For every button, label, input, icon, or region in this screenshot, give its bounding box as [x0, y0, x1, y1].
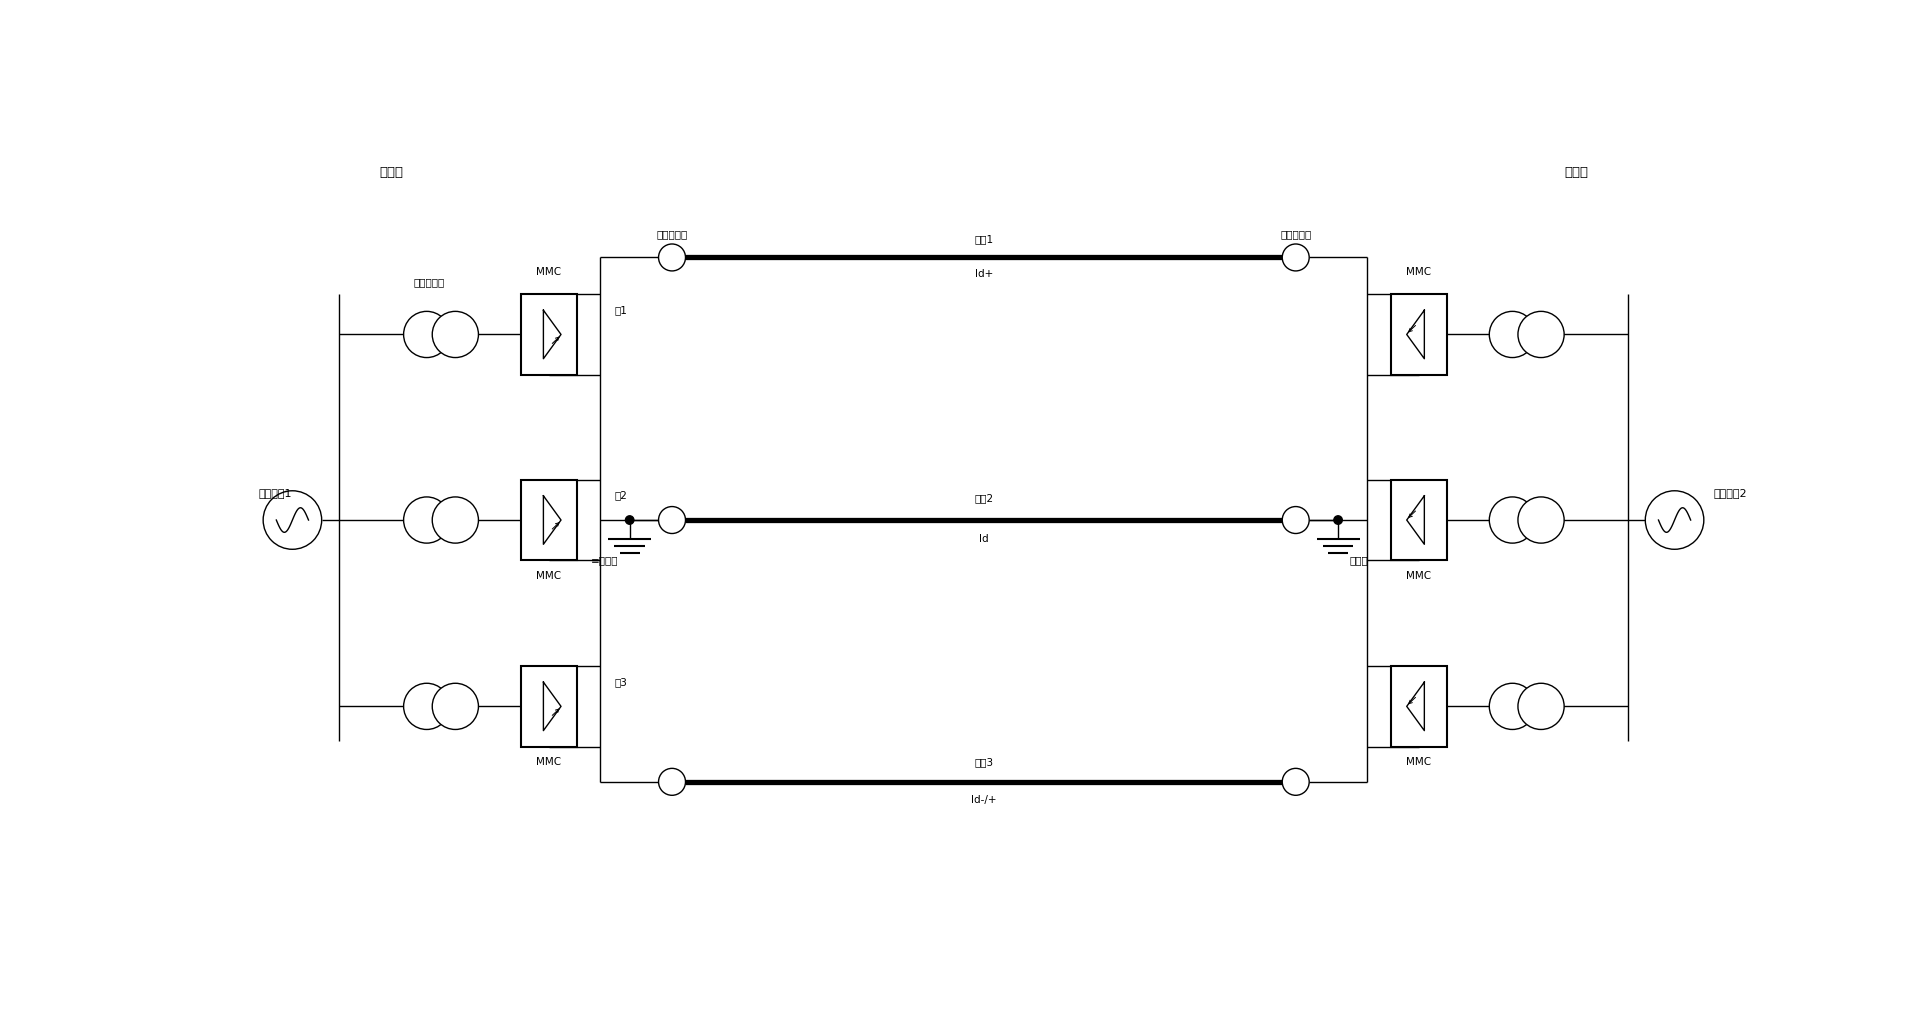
Text: 逆变站: 逆变站 [1564, 167, 1589, 179]
Text: MMC: MMC [1407, 571, 1432, 580]
Circle shape [1518, 497, 1564, 543]
Circle shape [1489, 683, 1535, 730]
Bar [522, 666, 576, 747]
Text: Id-/+: Id-/+ [971, 795, 996, 806]
Text: MMC: MMC [535, 757, 562, 768]
Circle shape [658, 769, 685, 795]
Text: 换流变压器: 换流变压器 [415, 277, 445, 287]
Circle shape [1518, 312, 1564, 357]
Circle shape [626, 516, 633, 524]
Text: Id: Id [979, 533, 988, 543]
Circle shape [403, 683, 449, 730]
Circle shape [1282, 769, 1309, 795]
Text: 平波电抗器: 平波电抗器 [656, 229, 687, 240]
Text: MMC: MMC [535, 268, 562, 278]
Circle shape [1282, 506, 1309, 533]
Bar [522, 480, 576, 561]
Text: 极1: 极1 [614, 305, 628, 315]
Circle shape [658, 244, 685, 271]
Circle shape [1334, 516, 1341, 524]
Text: ≡大地极: ≡大地极 [591, 555, 618, 565]
Text: MMC: MMC [1407, 757, 1432, 768]
Circle shape [403, 312, 449, 357]
Circle shape [1518, 683, 1564, 730]
Bar [1391, 666, 1447, 747]
Circle shape [1489, 312, 1535, 357]
Text: 平波电抗器: 平波电抗器 [1280, 229, 1311, 240]
Text: Id+: Id+ [975, 270, 992, 280]
Text: 线路3: 线路3 [975, 756, 994, 767]
Text: MMC: MMC [1407, 268, 1432, 278]
Text: 整流站: 整流站 [378, 167, 403, 179]
Circle shape [1282, 244, 1309, 271]
Bar [522, 294, 576, 375]
Text: 极2: 极2 [614, 491, 628, 500]
Circle shape [432, 683, 478, 730]
Circle shape [658, 506, 685, 533]
Circle shape [432, 312, 478, 357]
Circle shape [263, 491, 322, 549]
Circle shape [1645, 491, 1704, 549]
Circle shape [403, 497, 449, 543]
Text: 极3: 极3 [614, 677, 628, 686]
Text: 线路1: 线路1 [975, 234, 994, 244]
Circle shape [1489, 497, 1535, 543]
Text: 线路2: 线路2 [975, 494, 994, 503]
Text: 交流系统1: 交流系统1 [259, 488, 292, 498]
Text: 交流系统2: 交流系统2 [1714, 488, 1746, 498]
Text: MMC: MMC [535, 571, 562, 580]
Bar [1391, 480, 1447, 561]
Circle shape [432, 497, 478, 543]
Bar [1391, 294, 1447, 375]
Text: 接地极: 接地极 [1349, 555, 1368, 565]
